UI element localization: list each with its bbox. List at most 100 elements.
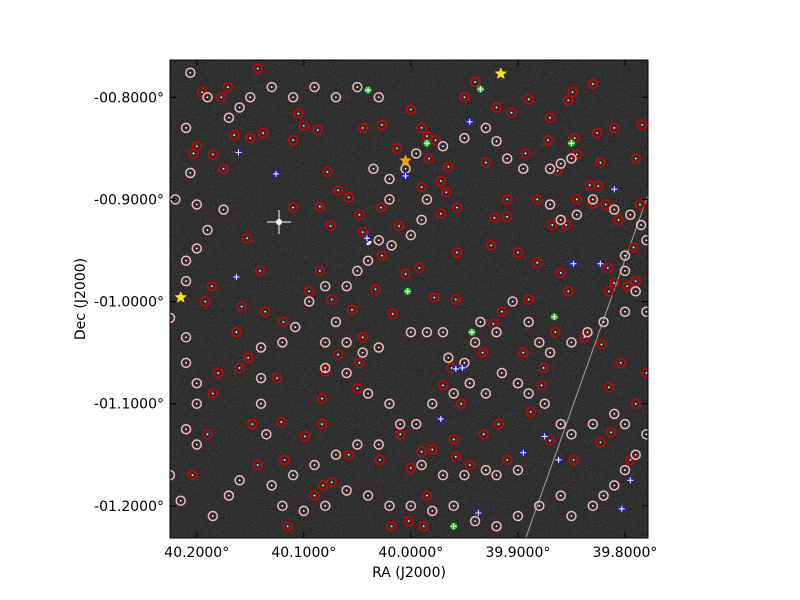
source-point	[345, 285, 348, 288]
source-circle	[185, 167, 196, 179]
source-circle	[450, 451, 462, 463]
source-circle	[480, 122, 492, 134]
source-point	[439, 212, 442, 215]
source-circle	[628, 242, 639, 253]
source-circle	[309, 459, 320, 471]
source-point	[247, 356, 250, 359]
source-circle	[443, 352, 454, 363]
source-circle	[384, 500, 395, 512]
source-circle	[501, 454, 513, 466]
source-point	[260, 377, 262, 380]
source-point	[390, 244, 393, 247]
source-point	[551, 224, 554, 226]
source-point	[308, 290, 311, 293]
source-point	[463, 361, 466, 364]
source-circle	[630, 153, 641, 164]
source-circle	[255, 398, 267, 409]
source-circle	[373, 439, 385, 450]
source-point	[634, 402, 637, 405]
source-circle	[287, 469, 299, 481]
source-circle	[544, 199, 556, 210]
source-point	[426, 135, 428, 137]
source-circle	[542, 134, 554, 146]
source-circle	[491, 521, 502, 532]
source-circle	[455, 398, 467, 409]
source-point	[381, 123, 383, 126]
source-circle	[202, 224, 213, 236]
source-point	[481, 351, 484, 354]
source-circle	[469, 515, 481, 527]
source-circle	[187, 469, 198, 481]
source-point	[559, 218, 562, 221]
source-point	[527, 298, 530, 301]
source-point	[570, 341, 573, 344]
source-point	[445, 191, 448, 194]
source-circle	[451, 247, 463, 258]
source-point	[570, 433, 573, 436]
source-point	[318, 205, 321, 208]
source-circle	[202, 429, 213, 440]
source-point	[591, 198, 594, 201]
source-circle	[352, 439, 363, 450]
source-point	[456, 251, 458, 254]
source-cross	[519, 449, 527, 457]
source-point	[409, 331, 412, 334]
source-circle	[180, 423, 192, 435]
source-point	[399, 423, 402, 426]
source-point	[522, 351, 525, 354]
source-point	[222, 167, 225, 170]
source-point	[211, 392, 214, 395]
source-point	[506, 157, 509, 160]
source-circle	[555, 490, 567, 501]
source-point	[602, 494, 605, 497]
source-circle	[555, 267, 567, 279]
source-circle	[175, 495, 186, 506]
source-circle	[609, 122, 620, 134]
source-circle	[603, 286, 615, 297]
source-point	[634, 453, 637, 456]
source-point	[316, 129, 319, 131]
source-point	[313, 494, 316, 497]
source-point	[452, 438, 455, 441]
source-circle	[309, 490, 320, 501]
source-point	[420, 464, 423, 466]
source-circle	[332, 349, 344, 360]
source-circle	[374, 454, 386, 466]
source-point	[367, 392, 369, 395]
source-circle	[373, 235, 385, 246]
source-point	[345, 372, 348, 374]
source-point	[324, 285, 327, 288]
source-circle	[615, 357, 626, 369]
source-circle	[518, 347, 529, 358]
source-point	[599, 441, 602, 444]
source-point	[404, 273, 407, 275]
source-circle	[464, 459, 476, 471]
source-cross	[596, 260, 604, 268]
source-point	[452, 392, 455, 395]
source-circle	[410, 418, 422, 430]
source-circle	[405, 462, 417, 474]
source-circle	[228, 129, 240, 141]
source-point	[185, 280, 187, 283]
source-cross	[232, 273, 240, 281]
source-point	[415, 152, 418, 155]
y-tick-label: -00.8000°	[94, 90, 164, 106]
source-point	[463, 474, 466, 477]
source-cross	[618, 505, 626, 513]
source-circle	[587, 78, 599, 90]
source-point	[282, 321, 285, 323]
source-point	[185, 361, 187, 364]
source-point	[367, 494, 369, 497]
source-point	[179, 499, 182, 502]
source-circle	[180, 275, 192, 287]
source-point	[586, 331, 589, 334]
source-circle	[469, 76, 481, 88]
source-point	[431, 402, 434, 405]
source-circle	[319, 500, 331, 512]
source-circle	[191, 378, 203, 389]
source-circle	[555, 214, 567, 226]
source-cross	[363, 234, 371, 242]
source-circle	[430, 134, 441, 146]
source-point	[484, 469, 487, 471]
source-circle	[539, 398, 550, 409]
